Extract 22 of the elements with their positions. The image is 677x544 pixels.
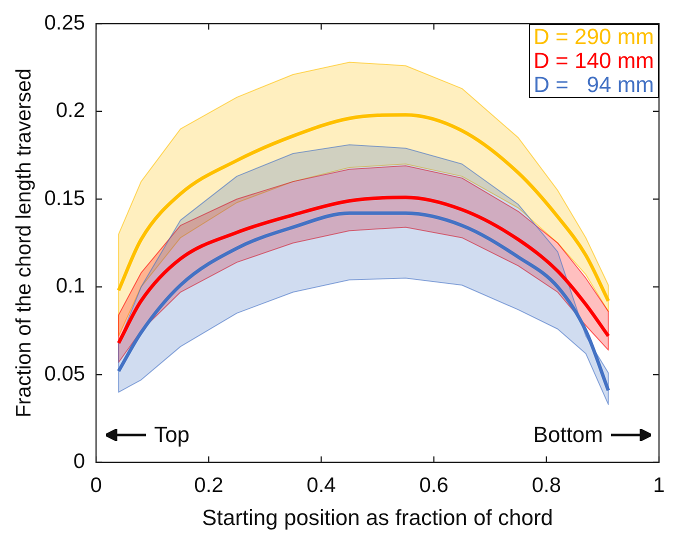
x-tick-label: 0.2 [194, 474, 224, 497]
y-tick-label: 0.15 [44, 186, 86, 210]
y-tick-label: 0.1 [56, 274, 86, 298]
text: D = 94 mm [534, 72, 654, 97]
x-tick-label: 0.8 [532, 474, 562, 497]
x-tick-label: 0.6 [419, 474, 448, 497]
y-tick-label: 0.05 [44, 362, 86, 386]
line-series [116, 113, 610, 303]
annotation: Bottom [533, 422, 603, 448]
y-tick-label: 0.2 [56, 99, 86, 122]
y-tick-label: 0 [73, 450, 86, 474]
text: D = 140 mm [534, 48, 654, 73]
line-series [116, 196, 610, 345]
x-tick-label: 0 [90, 474, 102, 497]
text: D = 290 mm [534, 24, 654, 49]
x-tick-label: 0.4 [306, 474, 336, 497]
x-axis-title: Starting position as fraction of chord [202, 504, 554, 530]
line-series [116, 211, 610, 392]
x-tick-label: 1 [653, 474, 665, 497]
y-axis-title: Fraction of the chord length traversed [12, 68, 36, 418]
y-tick-label: 0.25 [44, 11, 86, 34]
annotation: Top [154, 422, 190, 448]
